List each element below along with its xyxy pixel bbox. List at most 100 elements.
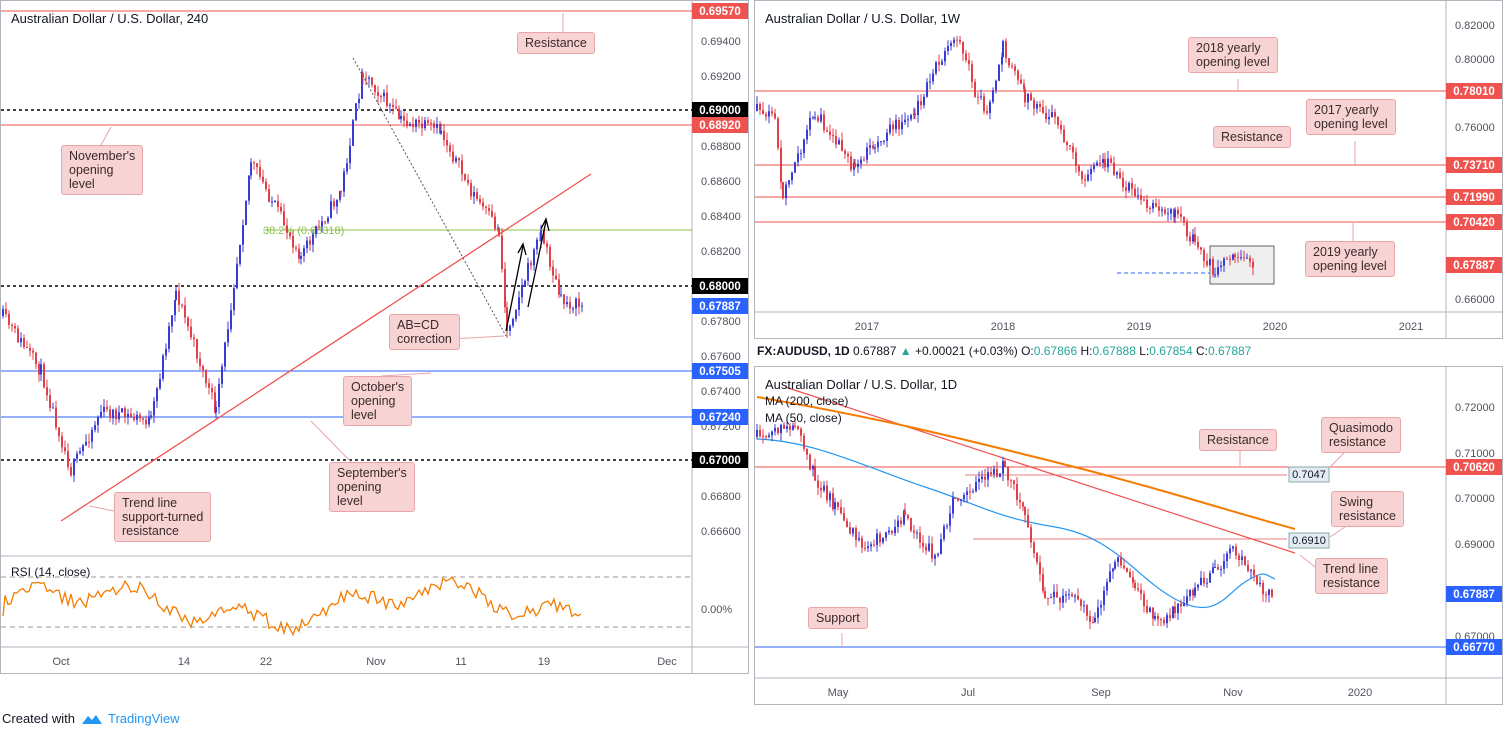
w-candle xyxy=(847,154,849,157)
footer-brand[interactable]: TradingView xyxy=(108,711,180,726)
d-candle xyxy=(789,426,791,430)
symbol-ohlc-line: FX:AUDUSD, 1D 0.67887 ▲ +0.00021 (+0.03%… xyxy=(757,344,1251,358)
w-candle xyxy=(1099,162,1101,164)
h4-candle xyxy=(458,157,460,161)
w-candle xyxy=(1102,159,1104,163)
daily-chart-panel[interactable]: 0.72000 0.71000 0.70000 0.69000 0.67000 May Ju… xyxy=(754,366,1503,705)
d-candle xyxy=(809,454,811,470)
w-candle xyxy=(1189,236,1191,242)
d-candle xyxy=(1143,593,1145,607)
w-candle xyxy=(872,145,874,149)
d-candle xyxy=(969,491,971,493)
d-candle xyxy=(1203,577,1205,584)
h4-candle xyxy=(91,429,93,442)
h4-candle xyxy=(446,140,448,146)
open-label: O: xyxy=(1021,344,1034,358)
d-candle xyxy=(1117,557,1119,563)
w-candle xyxy=(1104,159,1106,168)
tradingview-logo-icon xyxy=(81,715,102,724)
w-candle xyxy=(1246,257,1248,259)
d-candle xyxy=(867,546,869,549)
d-price-label: 0.67887 xyxy=(1453,589,1495,601)
w-candle xyxy=(829,131,831,136)
h4-candle xyxy=(118,412,120,420)
d-price-label-bg xyxy=(1446,459,1502,475)
h4-candle xyxy=(352,120,354,146)
h4-time-tick: Oct xyxy=(52,656,69,668)
h4-candle xyxy=(491,210,493,217)
h4-candle xyxy=(566,302,568,305)
footer-credit[interactable]: Created with TradingView xyxy=(2,711,180,726)
w-candle xyxy=(1011,65,1013,67)
w-candle xyxy=(980,96,982,98)
w-candle xyxy=(850,156,852,170)
d-candle xyxy=(1068,594,1070,596)
h4-price-label-bg xyxy=(692,363,748,379)
d-candle xyxy=(1268,589,1270,596)
d-candle xyxy=(1134,583,1136,589)
d-candle xyxy=(1241,556,1243,561)
h4-candle xyxy=(398,108,400,120)
w-candle xyxy=(974,81,976,97)
h4-candle xyxy=(214,392,216,413)
h4-arrow-ab xyxy=(505,245,524,332)
d-candle xyxy=(1033,542,1035,554)
h4-candle xyxy=(139,414,141,419)
w-candle xyxy=(1020,79,1022,84)
w-price-label-bg xyxy=(1446,83,1502,99)
h4-candle xyxy=(355,103,357,121)
d-candle xyxy=(879,533,881,543)
h4-candle xyxy=(436,123,438,128)
w-candle xyxy=(986,111,988,113)
weekly-chart-panel[interactable]: 0.820000.800000.760000.720000.680000.660… xyxy=(754,0,1503,339)
w-candle xyxy=(857,163,859,168)
d-candle xyxy=(803,435,805,449)
h4-candle xyxy=(485,206,487,209)
h4-candle xyxy=(415,119,417,128)
d-candle xyxy=(882,537,884,543)
w-candle xyxy=(835,136,837,145)
h4-candle xyxy=(581,305,583,307)
h4-chart-panel[interactable]: 0.69400 0.69200 0.68800 0.68600 0.68400 0.682… xyxy=(0,0,749,674)
d-candle xyxy=(1047,597,1049,599)
note-september-open: September's opening level xyxy=(329,462,415,512)
h4-time-tick: Dec xyxy=(657,656,677,668)
d-candle xyxy=(1062,595,1064,603)
weekly-chart-canvas[interactable]: 0.820000.800000.760000.720000.680000.660… xyxy=(755,1,1502,338)
d-candle xyxy=(1192,589,1194,596)
h4-candle xyxy=(253,162,255,164)
h4-candle xyxy=(455,157,457,162)
d-candle xyxy=(1050,597,1052,599)
w-candle xyxy=(1161,209,1163,211)
h4-candle xyxy=(374,84,376,93)
h4-chart-canvas[interactable]: 0.69400 0.69200 0.68800 0.68600 0.68400 0.682… xyxy=(1,1,748,673)
h4-price-label: 0.69000 xyxy=(699,105,741,117)
h4-candle xyxy=(467,179,469,184)
w-price-label: 0.78010 xyxy=(1453,86,1495,98)
d-candle xyxy=(1206,582,1208,584)
h4-chart-title: Australian Dollar / U.S. Dollar, 240 xyxy=(11,11,209,26)
h4-candle xyxy=(546,243,548,248)
h4-candle xyxy=(383,92,385,97)
d-candle xyxy=(1253,569,1255,576)
w-candle xyxy=(1116,172,1118,175)
h4-candle xyxy=(292,236,294,248)
d-candle xyxy=(1089,615,1091,622)
h4-candle xyxy=(286,225,288,233)
h4-arrow-ab-head xyxy=(517,242,527,256)
h4-candle xyxy=(515,309,517,320)
h4-candle xyxy=(233,288,235,311)
d-candle xyxy=(937,553,939,556)
h4-rsi-tick: 0.00% xyxy=(701,604,732,616)
w-candle xyxy=(1014,66,1016,71)
d-candle xyxy=(1027,514,1029,528)
w-candle xyxy=(1209,258,1211,266)
close-value: 0.67887 xyxy=(1207,344,1252,358)
note-2017-yearly: 2017 yearly opening level xyxy=(1306,99,1396,135)
w-candle xyxy=(1217,267,1219,275)
h4-candle xyxy=(464,174,466,180)
h4-candle xyxy=(58,427,60,437)
rsi-legend: RSI (14, close) xyxy=(11,565,91,579)
d-candle xyxy=(1244,556,1246,565)
